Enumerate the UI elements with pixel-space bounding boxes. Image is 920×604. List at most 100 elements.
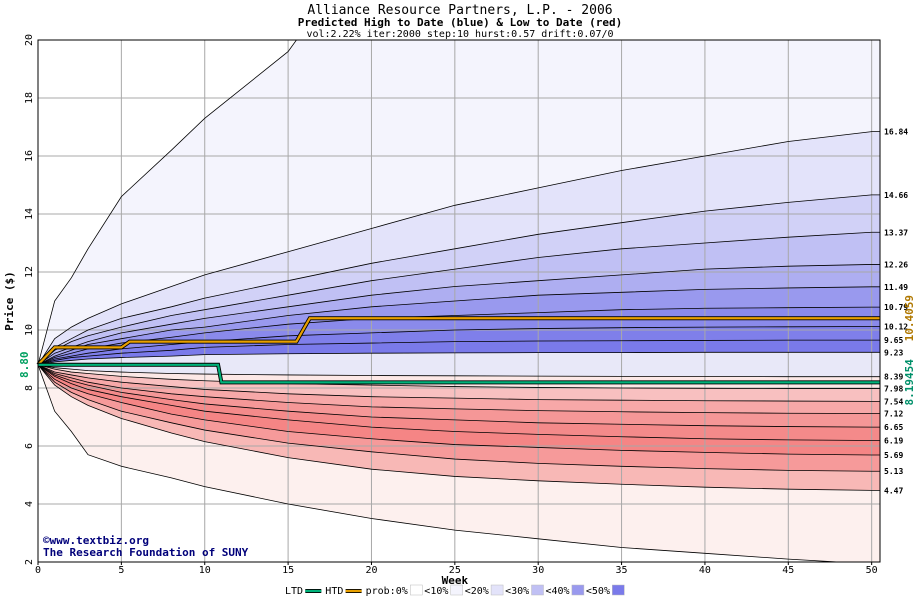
copyright-symbol: © (43, 534, 50, 547)
curve-line (37, 326, 880, 366)
curve-line (37, 364, 880, 472)
curve-end-label: 7.12 (884, 410, 903, 419)
legend-swatch (571, 584, 585, 596)
chart-params: vol:2.22% iter:2000 step:10 hurst:0.57 d… (306, 29, 613, 40)
y-tick-label: 14 (24, 208, 35, 220)
y-tick-label: 18 (24, 92, 35, 104)
curve-line (37, 351, 880, 366)
band-upper-0 (38, 131, 880, 365)
band-lower-6 (38, 364, 880, 472)
band-upper-1 (38, 194, 880, 365)
curve-end-label: 10.79 (884, 303, 908, 312)
plot-frame (37, 39, 881, 563)
band-lower-3 (38, 364, 880, 428)
ltd-line (38, 363, 880, 384)
y-tick-label: 4 (24, 501, 35, 507)
y-tick-label: 12 (24, 266, 35, 278)
x-tick-label: 25 (449, 565, 461, 576)
curve-end-label: 9.65 (884, 336, 903, 345)
band-lower-outer (38, 364, 880, 562)
curve-end-label: 7.54 (884, 397, 903, 406)
band-middle (38, 352, 880, 377)
htd-line (37, 317, 880, 366)
band-upper-outer (38, 40, 880, 365)
curve-line (37, 339, 880, 366)
curve-end-label: 9.23 (884, 348, 903, 357)
x-tick-label: 0 (35, 565, 41, 576)
legend-label: HTD (325, 586, 343, 597)
curve-line (37, 231, 880, 366)
band-lower-2 (38, 364, 880, 414)
x-tick-label: 50 (866, 565, 878, 576)
legend-swatch (490, 584, 504, 596)
y-tick-label: 6 (24, 443, 35, 449)
curve-line (37, 264, 880, 366)
y-tick-label: 16 (24, 150, 35, 162)
legend-label: LTD (285, 586, 303, 597)
curve-line (37, 364, 880, 414)
htd-end-label: 10.4059 (903, 295, 916, 341)
curve-line (37, 364, 880, 428)
curve-line (37, 364, 880, 402)
chart-subtitle: Predicted High to Date (blue) & Low to D… (298, 16, 623, 29)
x-tick-label: 40 (699, 565, 711, 576)
band-upper-7 (38, 340, 880, 365)
band-lower-4 (38, 364, 880, 441)
curve-end-label: 11.49 (884, 283, 908, 292)
curve-end-label: 14.66 (884, 191, 908, 200)
curve-outer-lower (37, 364, 880, 563)
legend-label: <10% (424, 586, 448, 597)
curve-line (37, 364, 880, 389)
band-upper-6 (38, 326, 880, 365)
ltd-end-label: 8.19454 (903, 359, 916, 406)
plot-area: 0 5 10 15 20 25 30 35 40 45 50 2 4 6 8 10 12 14 16 18 20 Week… (3, 34, 916, 597)
credit-org: The Research Foundation of SUNY (43, 546, 249, 559)
y-tick-label: 2 (24, 559, 35, 565)
y-axis-label: Price ($) (3, 271, 16, 331)
curve-end-label: 16.84 (884, 128, 908, 137)
x-axis-label: Week (442, 574, 469, 587)
curve-line (37, 194, 880, 366)
curve-end-label: 4.47 (884, 486, 903, 495)
curve-end-label: 6.19 (884, 436, 903, 445)
legend-label: <40% (546, 586, 570, 597)
band-lower-1 (38, 364, 880, 402)
x-tick-label: 5 (118, 565, 124, 576)
curve-end-label: 12.26 (884, 260, 908, 269)
curve-end-label: 5.69 (884, 451, 903, 460)
chart-title: Alliance Resource Partners, L.P. - 2006 (307, 3, 612, 18)
x-tick-label: 10 (199, 565, 211, 576)
x-tick-label: 15 (282, 565, 294, 576)
curve-line (37, 364, 880, 491)
curve-end-label: 6.65 (884, 423, 903, 432)
y-tick-label: 8 (24, 385, 35, 391)
curve-end-label: 10.12 (884, 323, 908, 332)
legend-label: <50% (586, 586, 610, 597)
band-upper-5 (38, 307, 880, 365)
legend-label: <30% (505, 586, 529, 597)
curve-line (37, 306, 880, 366)
band-lower-7 (38, 364, 880, 491)
x-tick-label: 45 (782, 565, 794, 576)
credit-url: ©www.textbiz.org (43, 534, 149, 547)
y-tick-label: 10 (24, 324, 35, 336)
curve-line (37, 364, 880, 441)
band-upper-2 (38, 232, 880, 365)
curve-end-label: 7.98 (884, 385, 903, 394)
legend-label: <20% (465, 586, 489, 597)
x-tick-label: 30 (532, 565, 544, 576)
y-tick-label: 20 (24, 34, 35, 46)
curve-end-label: 13.37 (884, 228, 908, 237)
curve-end-label: 5.13 (884, 467, 903, 476)
x-tick-label: 35 (616, 565, 628, 576)
start-price-label: 8.80 (18, 352, 31, 379)
curve-line (37, 364, 880, 456)
band-upper-3 (38, 264, 880, 365)
legend-swatch (531, 584, 544, 596)
x-tick-label: 20 (365, 565, 377, 576)
credit-url-text: www.textbiz.org (50, 534, 149, 547)
curve-line (37, 131, 880, 366)
curve-end-label: 8.39 (884, 373, 903, 382)
